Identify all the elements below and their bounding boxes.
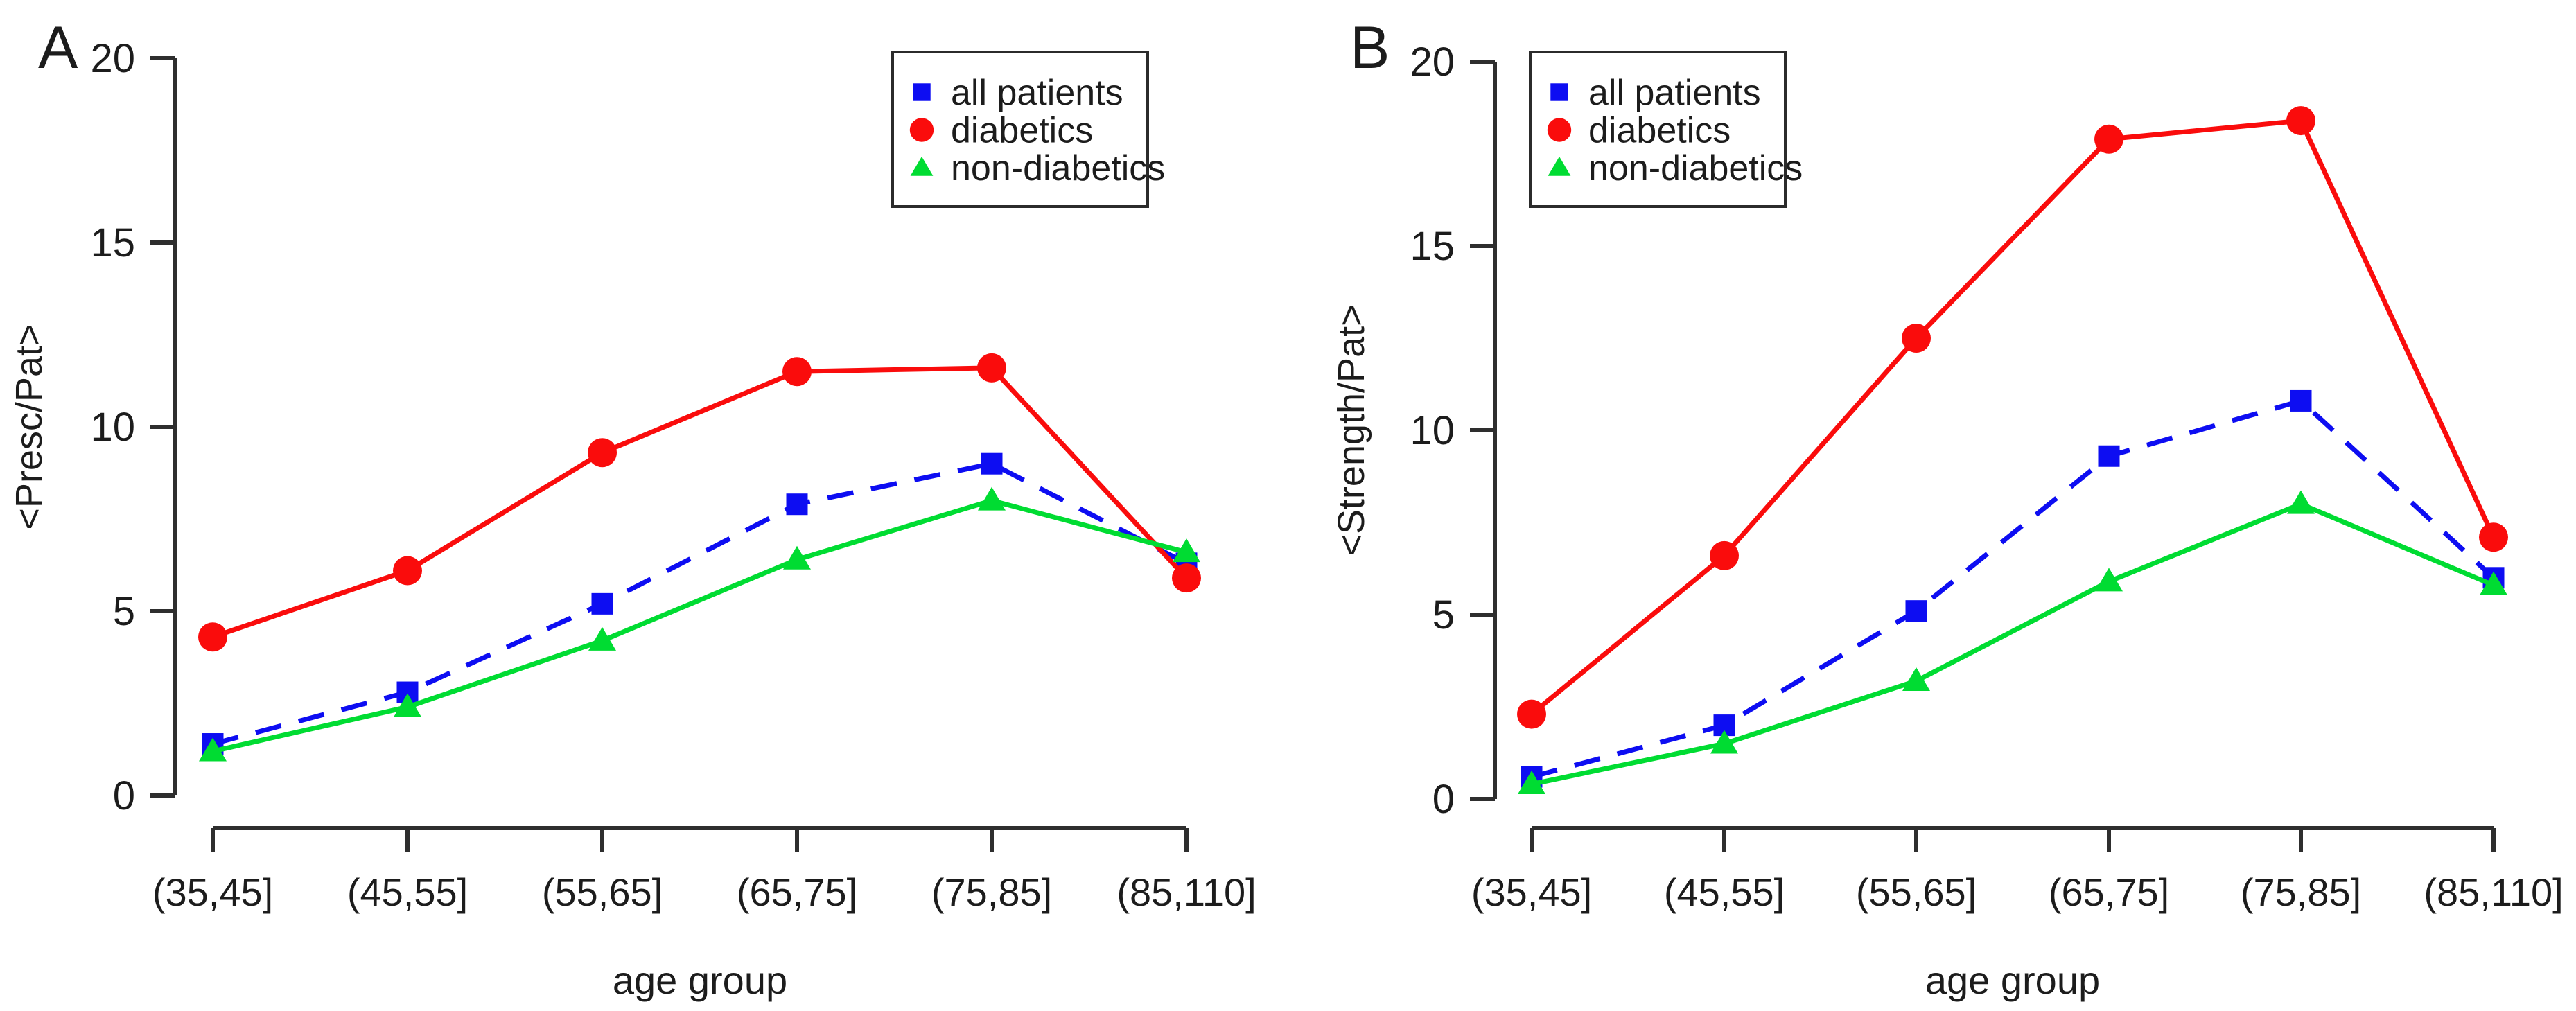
- legend-label: diabetics: [951, 111, 1093, 151]
- data-point-triangle: [1710, 730, 1738, 754]
- series-non-diabetics: [199, 486, 1200, 762]
- series-line: [211, 365, 1189, 640]
- series-line: [212, 498, 1187, 754]
- data-point-triangle: [394, 693, 421, 717]
- panel-a: A 0 5 10 15 20 <Presc/Pat> (35,45] (45,55] (55,65…: [8, 15, 1256, 1002]
- data-point-triangle: [2287, 490, 2315, 514]
- legend-label: non-diabetics: [951, 148, 1165, 188]
- data-point-circle: [977, 353, 1006, 383]
- legend-triangle-icon: [1548, 156, 1571, 176]
- legend-triangle-icon: [910, 156, 934, 176]
- legend-square-icon: [1550, 83, 1568, 101]
- legend-circle-icon: [909, 118, 934, 142]
- y-tick-label: 20: [1410, 39, 1455, 85]
- data-point-triangle: [2480, 571, 2507, 595]
- y-tick-label: 5: [113, 589, 135, 634]
- data-point-triangle: [1173, 538, 1200, 563]
- panel-letter: B: [1350, 15, 1390, 81]
- series-line: [1530, 118, 2496, 717]
- y-tick-label: 0: [113, 773, 135, 818]
- data-point-circle: [1902, 324, 1931, 353]
- y-tick-label: 15: [1410, 224, 1455, 269]
- data-point-square: [2290, 389, 2312, 412]
- legend-label: all patients: [1588, 73, 1761, 113]
- x-tick-label: (85,110]: [2424, 870, 2563, 914]
- y-tick-label: 10: [90, 405, 135, 450]
- data-point-circle: [2094, 124, 2123, 154]
- series-diabetics: [198, 353, 1201, 652]
- y-tick-label: 5: [1432, 592, 1455, 638]
- panel-letter: A: [38, 15, 78, 81]
- x-tick-label: (55,65]: [1856, 870, 1977, 914]
- y-axis-title: <Presc/Pat>: [8, 324, 50, 529]
- x-axis: (35,45] (45,55] (55,65] (65,75] (75,85] (85,1…: [1471, 826, 2564, 914]
- data-point-triangle: [588, 626, 616, 651]
- legend-label: all patients: [951, 73, 1123, 113]
- series-line: [1531, 398, 2496, 780]
- x-tick-label: (65,75]: [737, 870, 857, 914]
- x-tick-label: (85,110]: [1116, 870, 1256, 914]
- x-axis: (35,45] (45,55] (55,65] (65,75] (75,85] (85,1…: [152, 826, 1256, 914]
- series-line: [1531, 501, 2495, 787]
- data-point-triangle: [1902, 667, 1930, 692]
- y-tick-label: 15: [90, 220, 135, 265]
- data-point-triangle: [978, 486, 1006, 511]
- data-point-square: [786, 493, 808, 516]
- panel-b: B 0 5 10 15 20 <Strength/Pat> (35,45] (45,55] (55…: [1331, 15, 2564, 1002]
- y-tick-label: 10: [1410, 408, 1455, 453]
- y-tick-label: 0: [1432, 777, 1455, 822]
- series-line: [212, 461, 1188, 746]
- y-axis: 0 5 10 15 20: [90, 36, 177, 818]
- data-point-square: [1905, 600, 1927, 622]
- x-tick-label: (35,45]: [1471, 870, 1592, 914]
- data-point-triangle: [199, 737, 227, 762]
- data-point-circle: [2286, 106, 2315, 136]
- series-non-diabetics: [1518, 490, 2507, 794]
- data-point-square: [591, 592, 613, 615]
- x-tick-label: (65,75]: [2049, 870, 2169, 914]
- x-tick-label: (55,65]: [542, 870, 663, 914]
- y-axis-title: <Strength/Pat>: [1331, 304, 1372, 556]
- series-all-patients: [1521, 389, 2505, 788]
- data-point-circle: [1517, 699, 1546, 729]
- legend-box: [891, 51, 1149, 208]
- series-diabetics: [1517, 106, 2508, 729]
- data-point-triangle: [2095, 568, 2123, 592]
- series-all-patients: [202, 452, 1198, 755]
- x-axis-title: age group: [613, 958, 787, 1002]
- data-point-circle: [198, 622, 227, 652]
- legend-square-icon: [913, 83, 931, 101]
- data-point-circle: [588, 438, 617, 468]
- x-tick-label: (45,55]: [1664, 870, 1785, 914]
- legend-box: [1529, 51, 1787, 208]
- legend-label: diabetics: [1588, 111, 1731, 151]
- data-point-circle: [1172, 563, 1201, 593]
- x-tick-label: (75,85]: [931, 870, 1052, 914]
- data-point-triangle: [1518, 771, 1545, 794]
- x-tick-label: (45,55]: [347, 870, 468, 914]
- data-point-square: [981, 452, 1003, 475]
- data-point-square: [2098, 445, 2120, 467]
- y-axis: 0 5 10 15 20: [1410, 39, 1497, 822]
- data-point-circle: [782, 357, 812, 387]
- legend-label: non-diabetics: [1588, 148, 1803, 188]
- y-tick-label: 20: [90, 36, 135, 81]
- x-tick-label: (75,85]: [2241, 870, 2361, 914]
- legend-circle-icon: [1547, 118, 1572, 142]
- x-axis-title: age group: [1925, 958, 2100, 1002]
- data-point-circle: [2479, 522, 2508, 552]
- data-point-circle: [393, 556, 422, 586]
- data-point-triangle: [783, 545, 811, 570]
- x-tick-label: (35,45]: [152, 870, 273, 914]
- data-point-circle: [1710, 540, 1739, 570]
